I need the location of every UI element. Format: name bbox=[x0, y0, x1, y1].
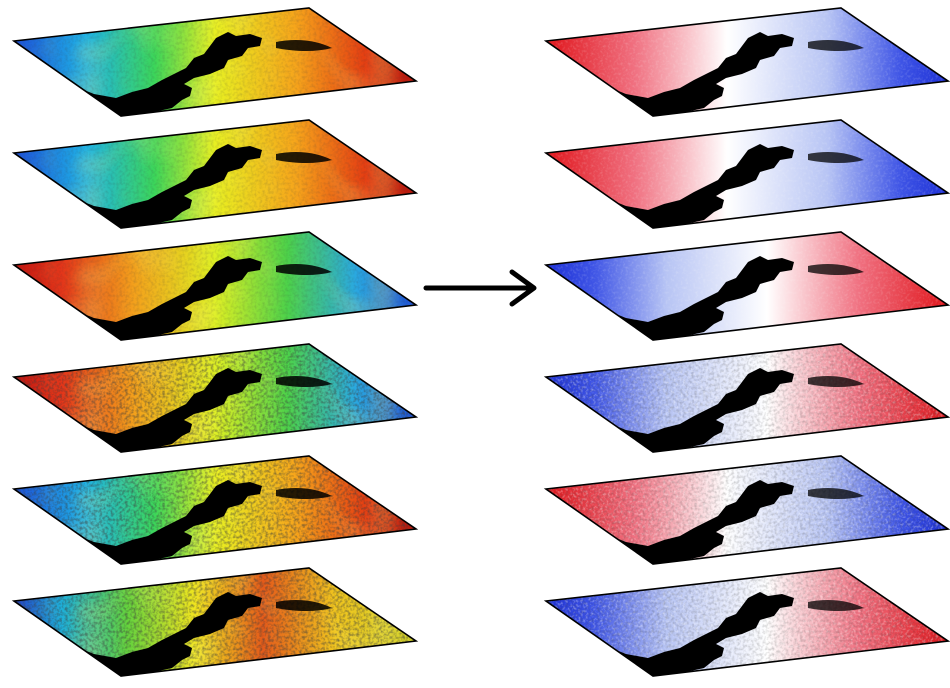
left-layer-5 bbox=[14, 456, 416, 566]
transform-arrow bbox=[426, 272, 534, 304]
right-layer-stack bbox=[546, 8, 948, 678]
right-layer-6 bbox=[546, 568, 948, 678]
left-layer-4 bbox=[14, 344, 416, 454]
left-layer-stack bbox=[14, 8, 416, 678]
left-layer-2 bbox=[14, 120, 416, 230]
left-layer-6 bbox=[14, 568, 416, 678]
right-layer-3 bbox=[546, 232, 948, 342]
right-layer-4 bbox=[546, 344, 948, 454]
right-layer-5 bbox=[546, 456, 948, 566]
right-layer-1 bbox=[546, 8, 948, 118]
left-layer-1 bbox=[14, 8, 416, 118]
left-layer-3 bbox=[14, 232, 416, 342]
right-layer-2 bbox=[546, 120, 948, 230]
